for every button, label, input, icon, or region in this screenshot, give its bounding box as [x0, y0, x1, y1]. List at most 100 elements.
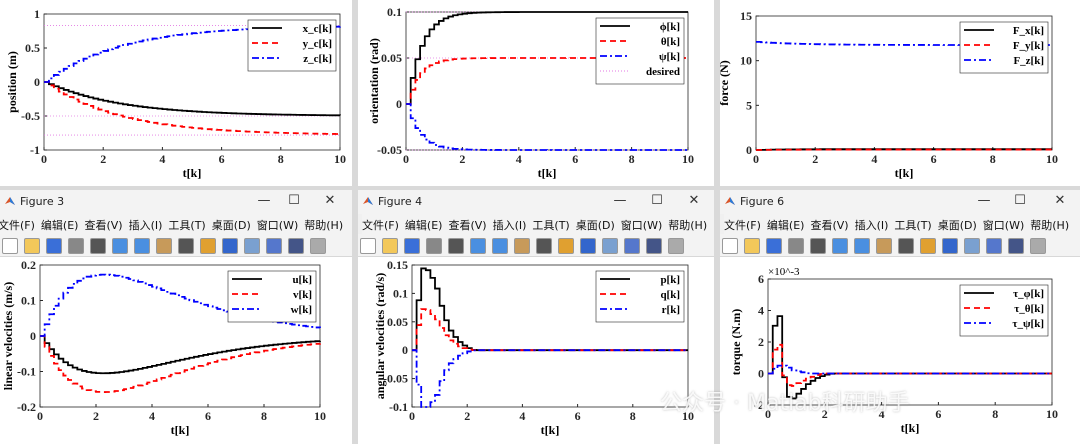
x-tick-label: 10	[314, 409, 326, 423]
datatip-icon[interactable]	[558, 238, 574, 254]
print-icon[interactable]	[426, 238, 442, 254]
y-tick-label: 0	[34, 75, 40, 89]
minimize-button[interactable]: —	[257, 193, 271, 208]
y-tick-label: -0.1	[17, 365, 36, 379]
legend-label: desired	[646, 66, 680, 78]
zoom-out-icon[interactable]	[134, 238, 150, 254]
menu-item[interactable]: 桌面(D)	[575, 219, 615, 232]
maximize-button[interactable]: ☐	[288, 193, 300, 208]
save-icon[interactable]	[46, 238, 62, 254]
menu-item[interactable]: 工具(T)	[532, 219, 570, 232]
save-icon[interactable]	[404, 238, 420, 254]
datatip-icon[interactable]	[920, 238, 936, 254]
new-icon[interactable]	[2, 238, 18, 254]
menu-item[interactable]: 工具(T)	[894, 219, 932, 232]
print-icon[interactable]	[788, 238, 804, 254]
open-icon[interactable]	[382, 238, 398, 254]
title-bar[interactable]: Figure 6 — ☐ ✕	[720, 190, 1080, 214]
title-bar[interactable]: Figure 4 — ☐ ✕	[358, 190, 714, 214]
menu-item[interactable]: 插入(I)	[492, 219, 527, 232]
colorbar-icon[interactable]	[624, 238, 640, 254]
menu-item[interactable]: 帮助(H)	[1030, 219, 1070, 232]
close-button[interactable]: ✕	[688, 193, 700, 208]
menu-item[interactable]: 编辑(E)	[404, 219, 443, 232]
menu-item[interactable]: 文件(F)	[0, 219, 35, 232]
legend-icon[interactable]	[646, 238, 662, 254]
zoom-in-icon[interactable]	[112, 238, 128, 254]
maximize-button[interactable]: ☐	[1014, 193, 1026, 208]
legend-icon[interactable]	[288, 238, 304, 254]
maximize-button[interactable]: ☐	[651, 193, 663, 208]
x-axis-label: t[k]	[171, 423, 190, 437]
menu-item[interactable]: 插入(I)	[128, 219, 163, 232]
series-line	[40, 335, 321, 393]
menu-item[interactable]: 窗口(W)	[620, 219, 663, 232]
series-line	[768, 343, 1052, 387]
y-tick-label: 0.2	[21, 258, 36, 272]
rotate-icon[interactable]	[898, 238, 914, 254]
pan-icon[interactable]	[514, 238, 530, 254]
zoom-in-icon[interactable]	[470, 238, 486, 254]
menu-item[interactable]: 文件(F)	[362, 219, 399, 232]
menu-item[interactable]: 编辑(E)	[766, 219, 805, 232]
zoom-in-icon[interactable]	[832, 238, 848, 254]
menu-item[interactable]: 工具(T)	[168, 219, 206, 232]
x-tick-label: 0	[409, 409, 415, 423]
colorbar-icon[interactable]	[986, 238, 1002, 254]
y-tick-label: 0.05	[381, 51, 402, 65]
pan-icon[interactable]	[876, 238, 892, 254]
pointer-icon[interactable]	[810, 238, 826, 254]
pointer-icon[interactable]	[90, 238, 106, 254]
y-tick-label: 5	[746, 98, 752, 112]
menu-item[interactable]: 桌面(D)	[937, 219, 977, 232]
menu-item[interactable]: 查看(V)	[810, 219, 849, 232]
menu-item[interactable]: 编辑(E)	[40, 219, 79, 232]
save-icon[interactable]	[766, 238, 782, 254]
title-bar[interactable]: Figure 3 — ☐ ✕	[0, 190, 352, 214]
print-icon[interactable]	[68, 238, 84, 254]
close-button[interactable]: ✕	[324, 193, 336, 208]
x-tick-label: 8	[261, 409, 267, 423]
menu-item[interactable]: 文件(F)	[724, 219, 761, 232]
toolbar	[358, 234, 714, 257]
brush-icon[interactable]	[222, 238, 238, 254]
chart-linear-velocities: 0 2 4 6 8 10 -0.2 -0.1 0 0.1 0.2 t[k] linear velocit…	[1, 258, 326, 437]
menu-item[interactable]: 窗口(W)	[982, 219, 1025, 232]
menu-item[interactable]: 窗口(W)	[256, 219, 299, 232]
menu-item[interactable]: 插入(I)	[854, 219, 889, 232]
legend-label: ψ[k]	[659, 51, 680, 63]
minimize-button[interactable]: —	[613, 193, 627, 208]
menu-item[interactable]: 帮助(H)	[304, 219, 344, 232]
colorbar-icon[interactable]	[266, 238, 282, 254]
minimize-button[interactable]: —	[977, 193, 991, 208]
rotate-icon[interactable]	[536, 238, 552, 254]
close-button[interactable]: ✕	[1054, 193, 1066, 208]
link-icon[interactable]	[602, 238, 618, 254]
brush-icon[interactable]	[942, 238, 958, 254]
toggle-icon[interactable]	[1030, 238, 1046, 254]
datatip-icon[interactable]	[200, 238, 216, 254]
new-icon[interactable]	[360, 238, 376, 254]
matlab-logo-icon	[4, 195, 16, 207]
pointer-icon[interactable]	[448, 238, 464, 254]
menu-item[interactable]: 查看(V)	[448, 219, 487, 232]
open-icon[interactable]	[24, 238, 40, 254]
brush-icon[interactable]	[580, 238, 596, 254]
pan-icon[interactable]	[156, 238, 172, 254]
new-icon[interactable]	[722, 238, 738, 254]
rotate-icon[interactable]	[178, 238, 194, 254]
zoom-out-icon[interactable]	[854, 238, 870, 254]
x-tick-label: 8	[629, 152, 635, 166]
menu-item[interactable]: 桌面(D)	[211, 219, 251, 232]
x-tick-label: 6	[575, 409, 581, 423]
menu-item[interactable]: 查看(V)	[84, 219, 123, 232]
open-icon[interactable]	[744, 238, 760, 254]
toggle-icon[interactable]	[310, 238, 326, 254]
link-icon[interactable]	[964, 238, 980, 254]
zoom-out-icon[interactable]	[492, 238, 508, 254]
toggle-icon[interactable]	[668, 238, 684, 254]
link-icon[interactable]	[244, 238, 260, 254]
menu-item[interactable]: 帮助(H)	[668, 219, 708, 232]
legend-icon[interactable]	[1008, 238, 1024, 254]
